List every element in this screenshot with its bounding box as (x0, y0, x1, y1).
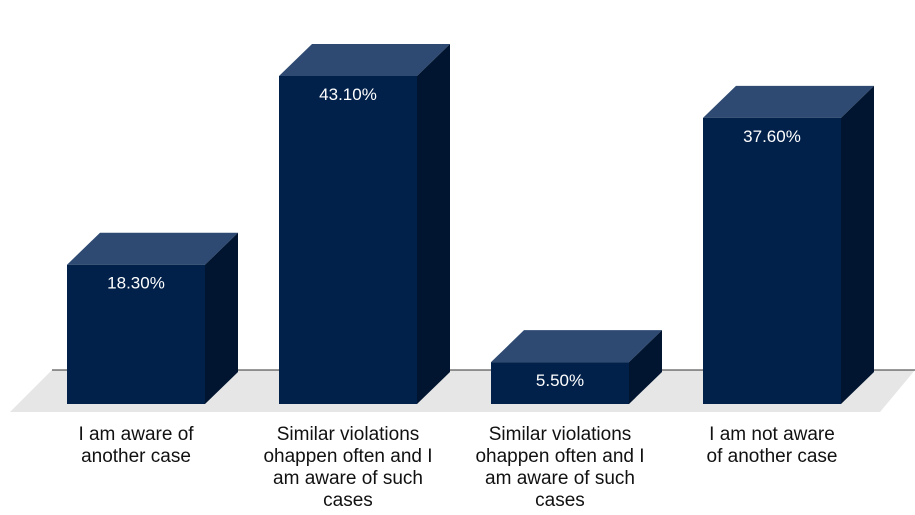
bar-4: 37.60% (703, 85, 874, 405)
bar-side-face (205, 232, 238, 404)
bar-top-face (491, 330, 662, 363)
data-label: 43.10% (319, 85, 377, 104)
chart-floor (10, 370, 915, 412)
bar-group: 18.30% 43.10% 5.50% 37.60% (67, 44, 874, 405)
bar-side-face (629, 330, 662, 404)
bar-front-face (67, 264, 205, 404)
category-label-1: I am aware of another case (78, 424, 194, 467)
bar-3: 5.50% (491, 330, 662, 404)
bar-side-face (417, 44, 450, 404)
bar-2: 43.10% (279, 44, 450, 404)
bar-side-face (841, 85, 874, 405)
category-label-4: I am not aware of another case (706, 424, 838, 467)
bar-top-face (703, 85, 874, 118)
data-label: 5.50% (536, 371, 584, 390)
data-label: 18.30% (107, 274, 165, 293)
bar-front-face (703, 117, 841, 405)
bar-front-face (491, 362, 629, 404)
bar-front-face (279, 76, 417, 404)
bar-top-face (279, 44, 450, 76)
bar-top-face (67, 232, 238, 265)
data-label: 37.60% (743, 127, 801, 146)
bar-1: 18.30% (67, 232, 238, 404)
